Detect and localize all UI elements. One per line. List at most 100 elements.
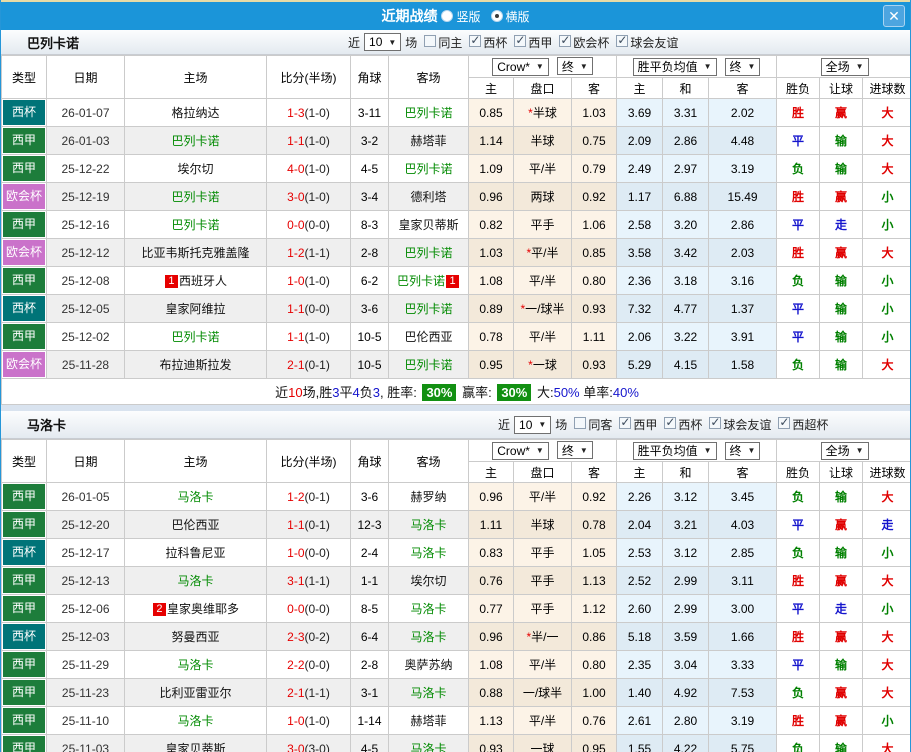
odds-final-select[interactable]: 终 ▼ — [556, 441, 593, 460]
away-team-link[interactable]: 马洛卡 — [410, 602, 447, 616]
halftime-score: (1-1) — [304, 245, 330, 260]
avg-final-select[interactable]: 终 ▼ — [724, 441, 761, 460]
filter-competition-3-checkbox[interactable] — [616, 33, 629, 47]
corner-count: 3-4 — [350, 182, 389, 211]
away-team-link[interactable]: 马洛卡 — [410, 546, 447, 560]
fulltime-select[interactable]: 全场 ▼ — [820, 57, 869, 76]
summary-part: 近 — [275, 385, 289, 400]
away-team-link[interactable]: 奥萨苏纳 — [404, 658, 453, 672]
filter-competition-0-checkbox[interactable] — [619, 415, 632, 429]
away-team: 皇家贝蒂斯 — [388, 210, 469, 239]
corner-count: 2-8 — [350, 650, 389, 679]
away-team-link[interactable]: 马洛卡 — [410, 686, 447, 700]
home-team-link[interactable]: 巴列卡诺 — [171, 218, 220, 232]
result-wdl: 胜 — [776, 622, 821, 651]
home-team-link[interactable]: 马洛卡 — [177, 714, 214, 728]
avg-home: 2.35 — [616, 650, 664, 679]
home-team: 2 皇家奥维耶多 — [124, 594, 267, 623]
home-team-link[interactable]: 埃尔切 — [177, 162, 214, 176]
odds-company-select[interactable]: Crow* ▼ — [492, 441, 549, 460]
home-team-link[interactable]: 比利亚雷亚尔 — [159, 686, 232, 700]
odds-away: 0.78 — [570, 510, 618, 539]
result-handicap: 输 — [819, 650, 864, 679]
handicap: 平手 — [513, 210, 572, 239]
date-text: 25-12-20 — [61, 517, 110, 532]
score: 0-0(0-0) — [266, 210, 351, 239]
away-team: 马洛卡 — [388, 678, 469, 707]
home-team-link[interactable]: 马洛卡 — [177, 574, 214, 588]
home-team-link[interactable]: 巴列卡诺 — [171, 190, 220, 204]
home-team-link[interactable]: 皇家阿维拉 — [165, 302, 226, 316]
handicap: 平/半 — [513, 482, 572, 511]
filter-competition-0-checkbox[interactable] — [469, 33, 482, 47]
away-team-link[interactable]: 巴列卡诺 — [404, 302, 453, 316]
filter-competition-1-checkbox[interactable] — [664, 415, 677, 429]
away-team-link[interactable]: 巴列卡诺 — [396, 274, 445, 288]
filter-same-venue-checkbox[interactable] — [574, 417, 587, 429]
dialog-title: 近期战绩 — [381, 8, 438, 24]
result-wdl: 胜 — [776, 566, 821, 595]
radio-horizontal-layout[interactable]: 横版 — [490, 8, 530, 25]
away-team-link[interactable]: 巴列卡诺 — [404, 106, 453, 120]
radio-vertical-icon[interactable] — [441, 10, 454, 22]
radio-vertical-layout[interactable]: 竖版 — [441, 8, 481, 25]
home-team-link[interactable]: 马洛卡 — [177, 658, 214, 672]
away-team-link[interactable]: 马洛卡 — [410, 630, 447, 644]
filter-competition-3-checkbox[interactable] — [778, 415, 791, 429]
odds-company-select[interactable]: Crow* ▼ — [492, 57, 549, 76]
home-team-link[interactable]: 巴伦西亚 — [171, 518, 220, 532]
away-team-link[interactable]: 赫塔菲 — [410, 134, 447, 148]
home-team-link[interactable]: 努曼西亚 — [171, 630, 220, 644]
filter-competition-2-checkbox[interactable] — [709, 415, 722, 429]
home-team-link[interactable]: 马洛卡 — [177, 490, 214, 504]
corner-count: 1-14 — [350, 706, 389, 735]
avg-final-select[interactable]: 终 ▼ — [724, 57, 761, 76]
odds-away: 0.85 — [570, 238, 618, 267]
avg-odds-select[interactable]: 胜平负均值 ▼ — [632, 57, 717, 76]
odds-final-select[interactable]: 终 ▼ — [556, 57, 593, 76]
radio-horizontal-icon[interactable] — [490, 10, 503, 22]
away-team-link[interactable]: 马洛卡 — [410, 518, 447, 532]
filter-same-venue-checkbox[interactable] — [424, 34, 437, 47]
away-team-link[interactable]: 德利塔 — [410, 190, 447, 204]
away-team-link[interactable]: 巴伦西亚 — [404, 330, 453, 344]
away-team-link[interactable]: 马洛卡 — [410, 742, 447, 752]
away-team-link[interactable]: 赫罗纳 — [410, 490, 447, 504]
away-team-link[interactable]: 巴列卡诺 — [404, 358, 453, 372]
match-count-select[interactable]: 10 ▼ — [364, 33, 402, 51]
competition-filters: 同主 西杯 西甲 欧会杯 球会友谊 — [417, 33, 678, 51]
home-team-link[interactable]: 拉科鲁尼亚 — [165, 546, 226, 560]
home-team-link[interactable]: 皇家贝蒂斯 — [165, 742, 226, 752]
avg-odds-select[interactable]: 胜平负均值 ▼ — [632, 441, 717, 460]
home-team-link[interactable]: 格拉纳达 — [171, 106, 220, 120]
home-team-link[interactable]: 巴列卡诺 — [171, 134, 220, 148]
home-team-link[interactable]: 西班牙人 — [178, 274, 227, 288]
halftime-score: (1-0) — [304, 329, 330, 344]
result-wdl: 胜 — [776, 706, 821, 735]
competition-badge: 西甲 — [3, 268, 45, 293]
home-team-link[interactable]: 布拉迪斯拉发 — [159, 358, 232, 372]
filter-competition-2-checkbox[interactable] — [559, 33, 572, 47]
match-row: 西甲 26-01-05 马洛卡 1-2(0-1) 3-6 赫罗纳 0.96 平/半 0.92 2.… — [1, 482, 910, 511]
result-wdl: 胜 — [776, 98, 821, 127]
home-team-link[interactable]: 皇家奥维耶多 — [166, 602, 239, 616]
close-icon[interactable]: ✕ — [883, 5, 905, 27]
home-team-link[interactable]: 比亚韦斯托克雅盖隆 — [141, 246, 250, 260]
away-team-link[interactable]: 埃尔切 — [410, 574, 447, 588]
result-goals: 大 — [862, 154, 910, 183]
away-team-link[interactable]: 巴列卡诺 — [404, 246, 453, 260]
competition-badge: 西杯 — [3, 100, 45, 125]
away-team-link[interactable]: 皇家贝蒂斯 — [398, 218, 459, 232]
fulltime-select[interactable]: 全场 ▼ — [820, 441, 869, 460]
avg-home: 3.58 — [616, 238, 664, 267]
home-team-link[interactable]: 巴列卡诺 — [171, 330, 220, 344]
halftime-score: (0-0) — [304, 545, 330, 560]
match-count-select[interactable]: 10 ▼ — [514, 415, 552, 434]
halftime-score: (1-0) — [304, 133, 330, 148]
away-team-link[interactable]: 巴列卡诺 — [404, 162, 453, 176]
filter-competition-1-checkbox[interactable] — [514, 33, 527, 47]
odds-away: 0.92 — [570, 482, 618, 511]
match-row: 西杯 26-01-07 格拉纳达 1-3(1-0) 3-11 巴列卡诺 0.85 *半球 1.0… — [1, 98, 910, 127]
away-team-link[interactable]: 赫塔菲 — [410, 714, 447, 728]
date-text: 25-12-13 — [61, 573, 110, 588]
